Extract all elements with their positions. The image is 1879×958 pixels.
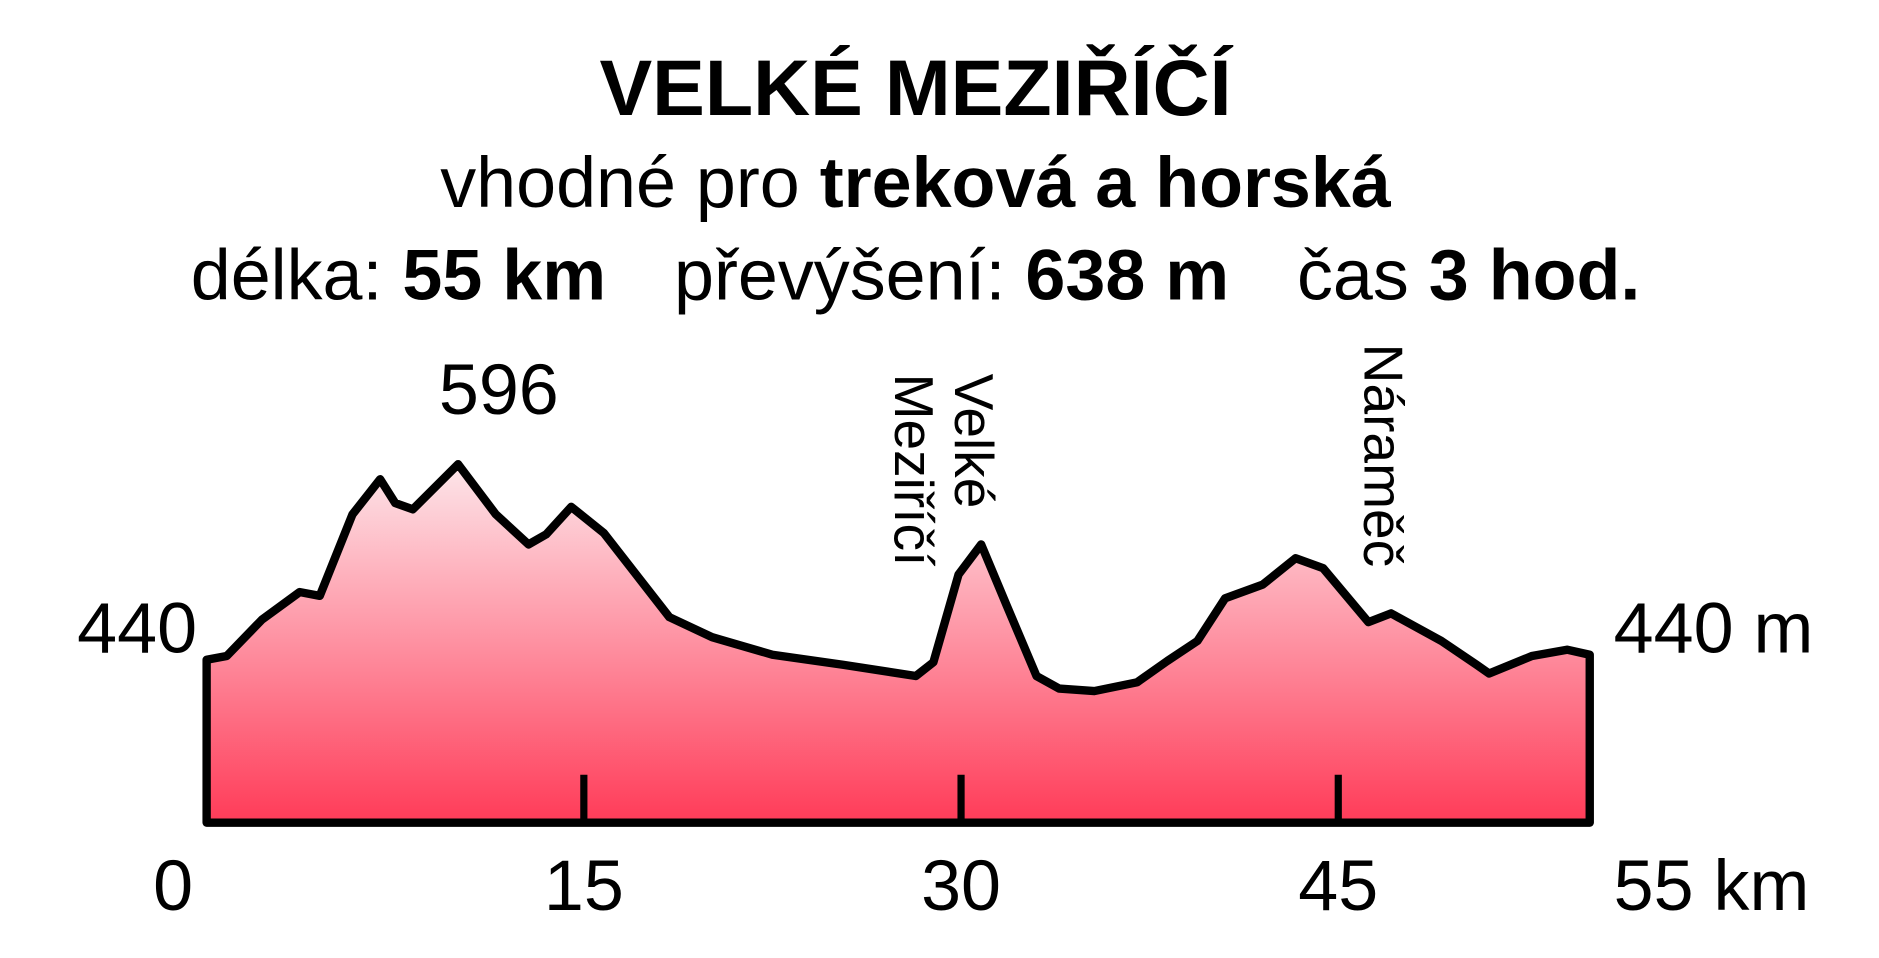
subtitle-text: vhodné pro [440, 143, 799, 223]
annotation-line: Náraměč [1353, 344, 1415, 567]
x-tick-label: 0 [153, 846, 193, 926]
y-tick-label: 440 [77, 589, 197, 669]
stat-label: převýšení: [674, 235, 1005, 315]
x-tick-label: 15 [544, 846, 624, 926]
elevation-profile [202, 460, 1594, 827]
annotation: Náraměč [1353, 344, 1415, 567]
x-tick-label: 30 [921, 846, 1001, 926]
stats: délka: 55 km převýšení: 638 m čas 3 hod. [191, 235, 1641, 315]
annotation-line: Meziříčí [883, 374, 945, 567]
x-tick-label: 45 [1298, 846, 1378, 926]
x-tick-label: 55 km [1614, 846, 1810, 926]
annotation: 596 [439, 350, 559, 430]
stat-value: 638 m [1025, 235, 1229, 315]
stat-value: 3 hod. [1429, 235, 1641, 315]
y2-tick-label: 440 m [1614, 589, 1814, 669]
stat-label: délka: [191, 235, 383, 315]
stat-label: čas [1297, 235, 1409, 315]
annotation-line: Velké [943, 374, 1005, 509]
subtitle: vhodné pro treková a horská [440, 143, 1392, 223]
subtitle-bold: treková a horská [820, 143, 1392, 223]
stat-value: 55 km [402, 235, 606, 315]
chart-title: VELKÉ MEZIŘÍČÍ [599, 43, 1233, 132]
